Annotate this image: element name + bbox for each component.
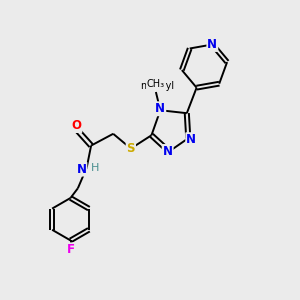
Text: N: N [76, 163, 86, 176]
Text: methyl: methyl [155, 85, 160, 86]
Text: N: N [163, 145, 173, 158]
Text: N: N [155, 102, 165, 115]
Text: S: S [127, 142, 135, 155]
Text: methyl: methyl [140, 80, 174, 91]
Text: H: H [91, 163, 99, 173]
Text: N: N [207, 38, 217, 51]
Text: N: N [186, 133, 196, 146]
Text: F: F [67, 243, 74, 256]
Text: CH₃: CH₃ [147, 79, 165, 89]
Text: O: O [71, 119, 81, 132]
